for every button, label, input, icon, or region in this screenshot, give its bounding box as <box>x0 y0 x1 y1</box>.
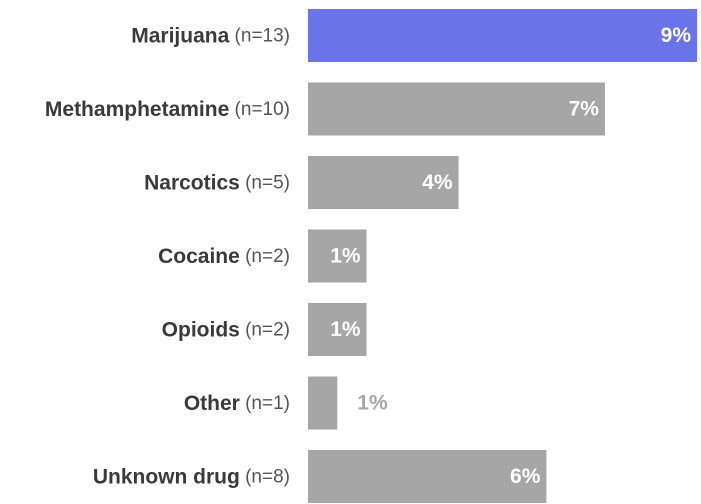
bar-narcotics <box>308 156 459 209</box>
category-label: Opioids (n=2) <box>162 318 290 341</box>
data-label: 1% <box>330 318 361 341</box>
category-count: (n=1) <box>240 393 290 414</box>
category-name: Unknown drug <box>93 465 240 488</box>
bar-cocaine <box>308 229 367 283</box>
category-label: Unknown drug (n=8) <box>93 465 290 488</box>
data-label: 1% <box>357 392 388 415</box>
data-label: 7% <box>569 98 600 121</box>
category-label: Marijuana (n=13) <box>131 24 290 47</box>
category-label: Other (n=1) <box>184 392 290 415</box>
data-label: 1% <box>330 245 361 268</box>
category-count: (n=2) <box>240 246 290 267</box>
bar-unknown-drug <box>308 450 547 503</box>
bar-marijuana <box>308 9 697 62</box>
category-count: (n=5) <box>240 172 290 193</box>
data-label: 4% <box>422 171 453 194</box>
category-name: Marijuana <box>131 24 229 47</box>
category-label: Narcotics (n=5) <box>144 171 290 194</box>
bar-opioids <box>308 303 367 356</box>
category-label: Cocaine (n=2) <box>158 245 290 268</box>
category-count: (n=13) <box>229 25 290 46</box>
bar-other <box>308 376 338 430</box>
category-label: Methamphetamine (n=10) <box>45 98 290 121</box>
category-name: Cocaine <box>158 245 240 268</box>
category-count: (n=10) <box>229 99 290 120</box>
category-name: Methamphetamine <box>45 98 229 121</box>
category-count: (n=2) <box>240 319 290 340</box>
bar-methamphetamine <box>308 82 605 136</box>
category-name: Opioids <box>162 318 240 341</box>
category-count: (n=8) <box>240 466 290 487</box>
category-name: Narcotics <box>144 171 240 194</box>
data-label: 6% <box>510 465 541 488</box>
data-label: 9% <box>661 24 692 47</box>
category-name: Other <box>184 392 240 415</box>
